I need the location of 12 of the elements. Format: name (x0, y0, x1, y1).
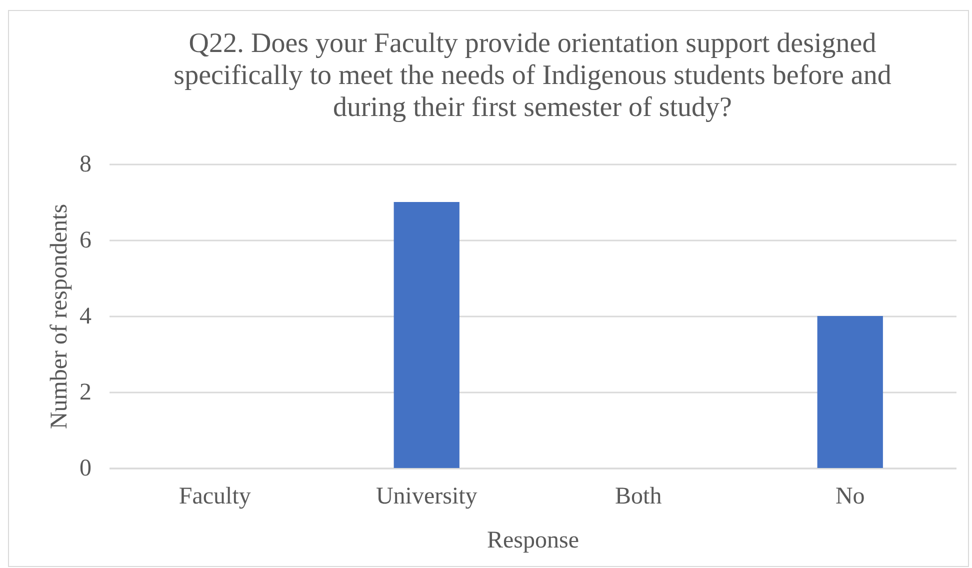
y-tick-label: 6 (80, 228, 92, 254)
y-tick-label: 0 (80, 456, 92, 482)
x-tick-label: University (376, 484, 478, 510)
y-tick-label: 8 (80, 152, 92, 178)
x-tick-label: Both (615, 484, 662, 510)
chart-title: Q22. Does your Faculty provide orientation support designed specifically to meet the needs of Indigenous students before and during their first semester of study? (174, 28, 892, 123)
y-axis-title: Number of respondents (46, 204, 72, 430)
x-tick-label: Faculty (178, 484, 251, 510)
y-tick-label: 4 (80, 304, 92, 330)
y-tick-label: 2 (80, 380, 92, 406)
x-axis-title: Response (487, 528, 579, 554)
x-tick-label: No (835, 484, 865, 510)
